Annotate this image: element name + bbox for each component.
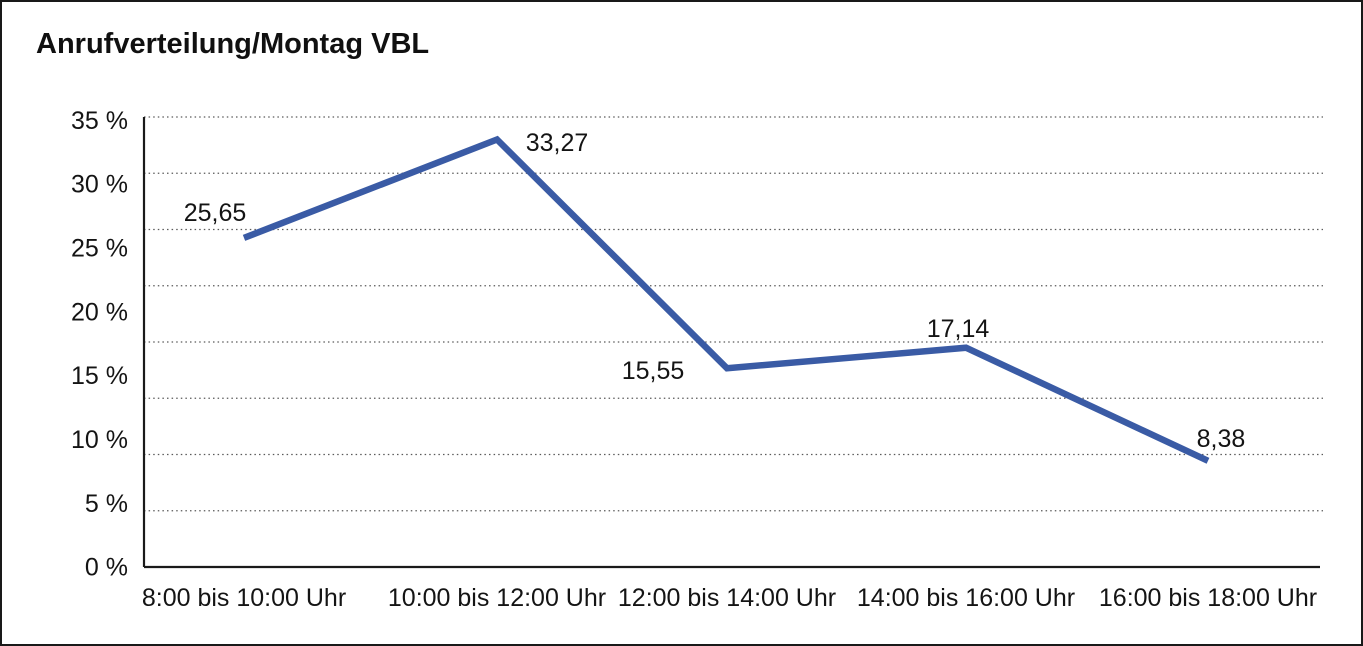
x-axis-label: 12:00 bis 14:00 Uhr	[618, 584, 836, 612]
y-tick-label: 5 %	[85, 490, 128, 518]
y-tick-label: 15 %	[71, 362, 128, 390]
x-axis-label: 8:00 bis 10:00 Uhr	[142, 584, 346, 612]
x-axis-label: 10:00 bis 12:00 Uhr	[388, 584, 606, 612]
y-tick-label: 25 %	[71, 234, 128, 262]
y-tick-label: 20 %	[71, 298, 128, 326]
y-tick-label: 0 %	[85, 554, 128, 582]
y-tick-label: 10 %	[71, 426, 128, 454]
y-tick-label: 30 %	[71, 171, 128, 199]
value-label: 17,14	[927, 315, 990, 343]
value-label: 15,55	[622, 357, 685, 385]
data-line	[242, 135, 1210, 464]
chart-title: Anrufverteilung/Montag VBL	[36, 28, 430, 60]
y-tick-label: 35 %	[71, 107, 128, 135]
x-axis-label: 14:00 bis 16:00 Uhr	[857, 584, 1075, 612]
value-label: 8,38	[1197, 425, 1246, 453]
x-axis-label: 16:00 bis 18:00 Uhr	[1099, 584, 1317, 612]
value-label: 33,27	[526, 129, 589, 157]
value-label: 25,65	[184, 199, 247, 227]
